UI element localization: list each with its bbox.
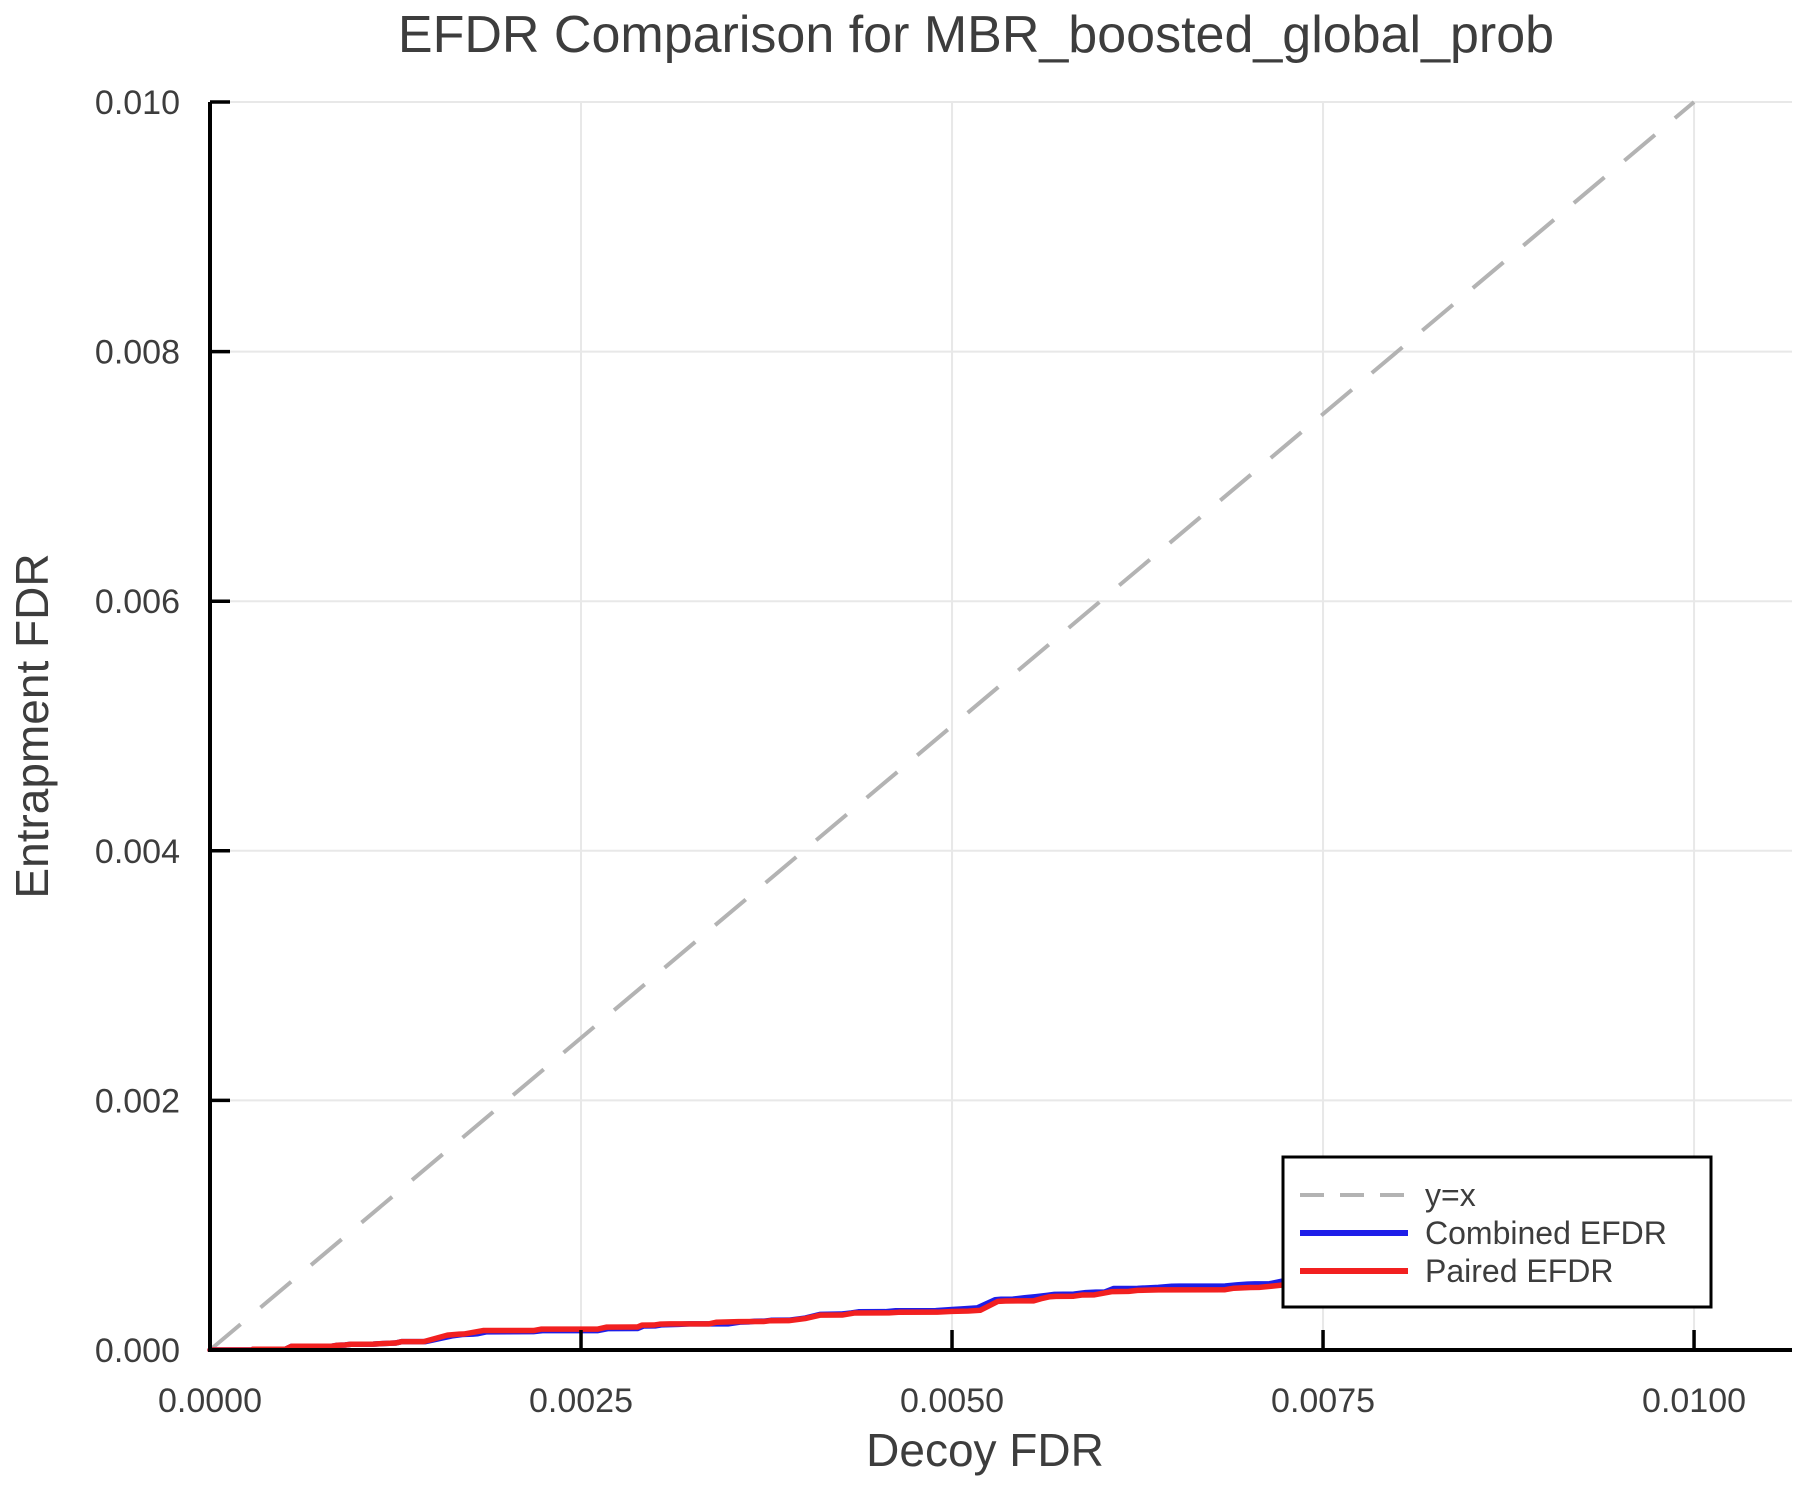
y-tick-label: 0.004 bbox=[95, 833, 180, 871]
tick-labels: 0.0000 0.0025 0.0050 0.0075 0.0100 0.000 0.002… bbox=[95, 84, 1746, 1420]
y-tick-label: 0.006 bbox=[95, 583, 180, 621]
x-tick-label: 0.0000 bbox=[158, 1382, 262, 1420]
legend-label-identity: y=x bbox=[1425, 1177, 1476, 1213]
y-tick-label: 0.010 bbox=[95, 84, 180, 122]
chart-title: EFDR Comparison for MBR_boosted_global_p… bbox=[398, 6, 1554, 64]
y-tick-label: 0.008 bbox=[95, 334, 180, 372]
y-tick-label: 0.002 bbox=[95, 1082, 180, 1120]
identity-line bbox=[208, 100, 1696, 1352]
x-tick-label: 0.0075 bbox=[1271, 1382, 1375, 1420]
x-tick-label: 0.0025 bbox=[529, 1382, 633, 1420]
legend-label-paired: Paired EFDR bbox=[1425, 1253, 1614, 1289]
legend: y=x Combined EFDR Paired EFDR bbox=[1281, 1155, 1713, 1309]
x-tick-label: 0.0050 bbox=[900, 1382, 1004, 1420]
x-axis-label: Decoy FDR bbox=[866, 1424, 1104, 1476]
y-tick-label: 0.000 bbox=[95, 1332, 180, 1370]
x-tick-label: 0.0100 bbox=[1642, 1382, 1746, 1420]
axis-ticks bbox=[208, 100, 1696, 1352]
legend-label-combined: Combined EFDR bbox=[1425, 1215, 1667, 1251]
y-axis-label: Entrapment FDR bbox=[6, 553, 58, 898]
gridlines bbox=[210, 101, 1792, 1350]
axis-spines bbox=[208, 102, 1792, 1352]
